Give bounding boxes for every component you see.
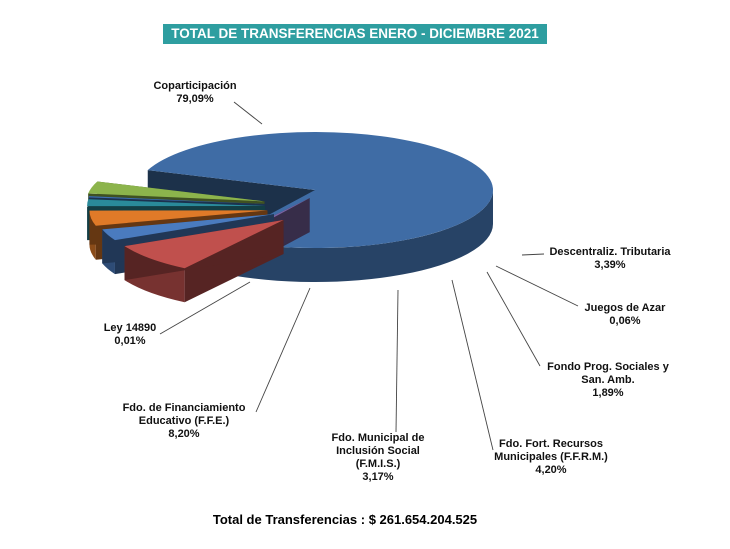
slice-top — [88, 196, 266, 205]
label-percent: 0,01% — [114, 335, 146, 347]
label-percent: 4,20% — [535, 464, 567, 476]
label-juegos-de-azar: Juegos de Azar 0,06% — [575, 302, 675, 328]
label-name: Descentraliz. Tributaria — [549, 246, 671, 258]
label-name: Coparticipación — [153, 80, 237, 92]
label-percent: 1,89% — [592, 387, 624, 399]
leader-line-fmis — [395, 289, 399, 433]
label-name: Fdo. de Financiamiento Educativo (F.F.E.… — [122, 402, 246, 427]
slice-top — [124, 220, 284, 269]
total-label: Total de Transferencias : — [212, 512, 366, 527]
total-transferencias: Total de Transferencias : $ 261.654.204.… — [0, 512, 690, 527]
label-coparticipacion: Coparticipación 79,09% — [140, 80, 250, 106]
total-value: $ 261.654.204.525 — [368, 512, 478, 527]
slice-top — [88, 181, 265, 202]
pie-slice-ffe — [124, 220, 284, 303]
label-percent: 0,06% — [609, 315, 641, 327]
label-percent: 79,09% — [176, 93, 214, 105]
slice-wall — [222, 190, 494, 283]
leader-line-ley-14890 — [159, 281, 251, 335]
label-percent: 3,39% — [594, 259, 626, 271]
slice-top — [102, 214, 274, 241]
label-percent: 3,17% — [362, 471, 394, 483]
leader-line-fondo-prog-sociales — [486, 271, 541, 367]
label-name: Juegos de Azar — [584, 302, 666, 314]
slice-top — [147, 131, 493, 248]
slice-top — [87, 199, 266, 207]
label-name: Fdo. Fort. Recursos Municipales (F.F.R.M… — [494, 438, 608, 463]
label-percent: 8,20% — [168, 428, 200, 440]
slice-top — [89, 210, 268, 226]
slice-cut-face — [147, 170, 315, 224]
label-name: Fdo. Municipal de Inclusión Social (F.M.… — [331, 432, 425, 470]
chart-title: TOTAL DE TRANSFERENCIAS ENERO - DICIEMBR… — [163, 24, 547, 44]
label-fmis: Fdo. Municipal de Inclusión Social (F.M.… — [322, 432, 434, 484]
label-ley-14890: Ley 14890 0,01% — [100, 322, 160, 348]
leader-line-ffe — [255, 287, 311, 413]
label-name: Ley 14890 — [103, 322, 157, 334]
leader-line-descentraliz-tributaria — [521, 253, 545, 256]
leader-line-coparticipacion — [233, 101, 263, 125]
label-ffrm: Fdo. Fort. Recursos Municipales (F.F.R.M… — [486, 438, 616, 477]
label-descentraliz-tributaria: Descentraliz. Tributaria 3,39% — [540, 246, 680, 272]
label-fondo-prog-sociales: Fondo Prog. Sociales y San. Amb. 1,89% — [540, 361, 676, 400]
label-name: Fondo Prog. Sociales y San. Amb. — [547, 361, 669, 386]
leader-line-juegos-de-azar — [495, 265, 579, 307]
label-ffe: Fdo. de Financiamiento Educativo (F.F.E.… — [114, 402, 254, 441]
leader-line-ffrm — [451, 279, 494, 451]
